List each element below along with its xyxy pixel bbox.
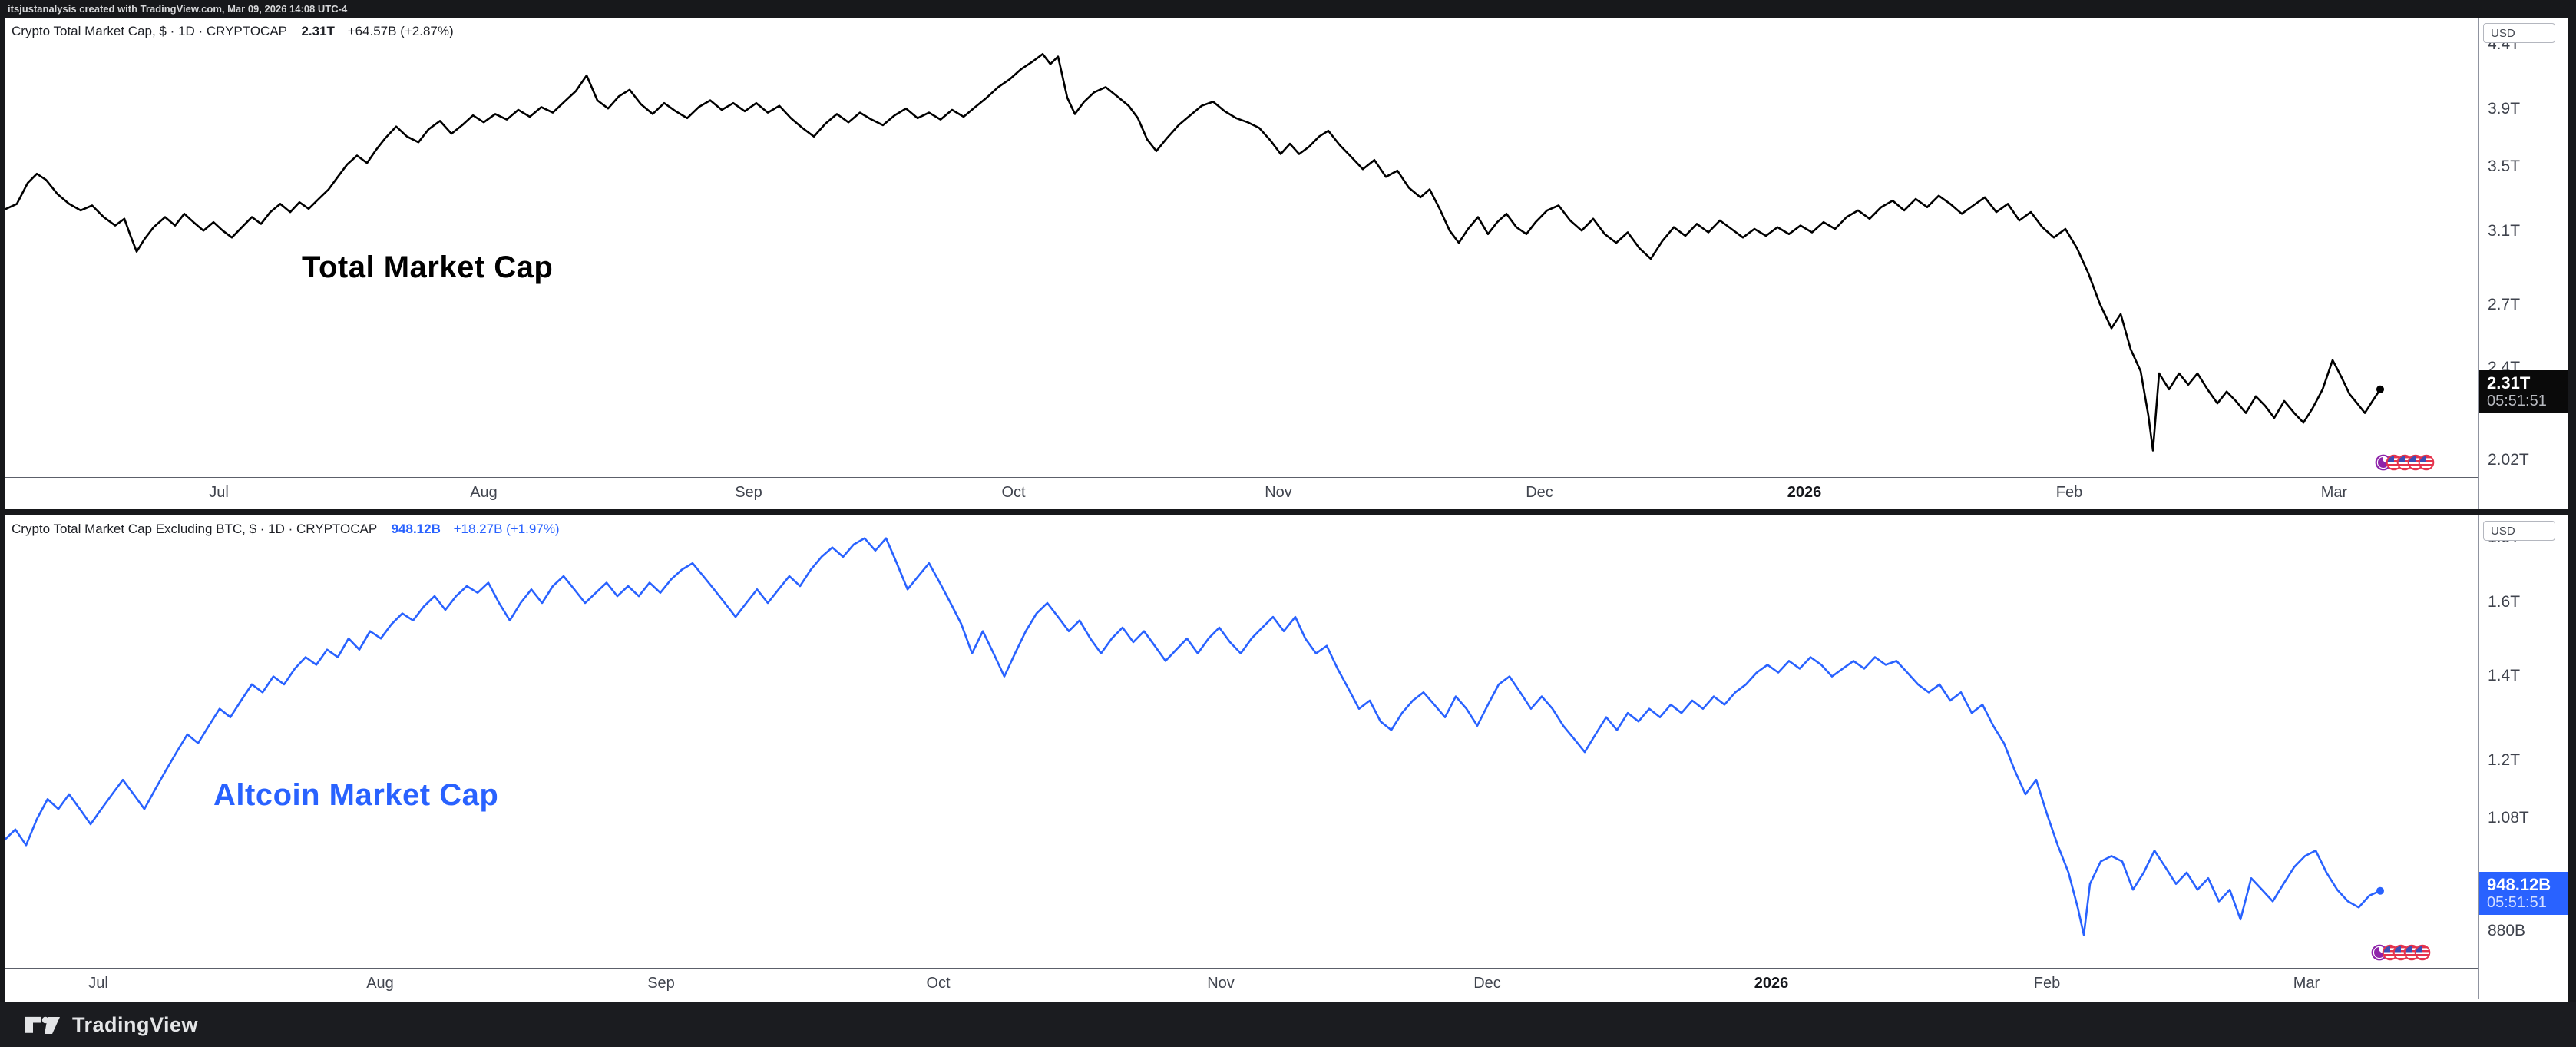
time-axis-altcoin[interactable]: Jul Aug Sep Oct Nov Dec 2026 Feb Mar (0, 968, 2568, 1000)
price-chart-panel-total[interactable] (0, 18, 2478, 477)
total-market-cap-watermark: Total Market Cap (302, 250, 554, 284)
holiday-flag-stack (2375, 454, 2435, 471)
price-tick-label: 3.5T (2488, 157, 2521, 176)
legend-value: 948.12B (391, 522, 441, 536)
footer-bar: TradingView (0, 1002, 2576, 1047)
scale-separator-line (2478, 18, 2479, 999)
panel-divider[interactable] (0, 509, 2576, 515)
price-tick-label: 2.02T (2488, 451, 2529, 469)
time-tick-label: 2026 (1754, 975, 1789, 992)
time-tick-label: Nov (1207, 975, 1235, 992)
last-price-dot (2376, 385, 2384, 393)
time-tick-label: Dec (1526, 484, 1553, 501)
time-axis-total[interactable]: Jul Aug Sep Oct Nov Dec 2026 Feb Mar (0, 477, 2568, 509)
price-line (5, 52, 2382, 452)
right-border (2568, 18, 2576, 1002)
time-tick-label: Feb (2055, 484, 2083, 501)
legend-value: 2.31T (301, 24, 335, 38)
time-tick-label: Jul (88, 975, 108, 992)
price-tick-label: 3.9T (2488, 100, 2521, 118)
legend-altcoin-market-cap[interactable]: Crypto Total Market Cap Excluding BTC, $… (12, 522, 560, 537)
attribution-text: itsjustanalysis created with TradingView… (8, 3, 348, 15)
line-chart-svg (3, 537, 2384, 936)
unit-label-usd: USD (2483, 521, 2555, 541)
last-price-dot (2376, 886, 2384, 895)
price-line (3, 537, 2382, 936)
price-tick-label: 1.2T (2488, 750, 2521, 769)
legend-change: +18.27B (+1.97%) (453, 522, 560, 536)
price-tick-label: 1.08T (2488, 809, 2529, 827)
time-tick-label: Nov (1265, 484, 1292, 501)
tradingview-logo-icon[interactable] (25, 1015, 61, 1035)
legend-title[interactable]: Crypto Total Market Cap Excluding BTC, $… (12, 522, 377, 536)
badge-value: 2.31T (2487, 373, 2531, 393)
time-tick-label: Mar (2293, 975, 2320, 992)
price-tick-label: 880B (2488, 922, 2526, 939)
time-tick-label: Oct (926, 975, 951, 992)
left-border (0, 18, 5, 1002)
time-tick-label: Feb (2033, 975, 2061, 992)
price-tick-label: 1.6T (2488, 593, 2521, 611)
altcoin-market-cap-watermark: Altcoin Market Cap (213, 778, 499, 812)
price-tick-label: 2.7T (2488, 296, 2521, 314)
badge-countdown: 05:51:51 (2487, 392, 2547, 409)
last-price-badge-altcoin: 948.12B 05:51:51 (2479, 871, 2568, 915)
holiday-flag-stack (2371, 944, 2431, 961)
last-price-badge-total: 2.31T 05:51:51 (2479, 369, 2568, 413)
price-chart-panel-altcoin[interactable] (0, 515, 2478, 968)
time-tick-label: Aug (470, 484, 498, 501)
tradingview-brand-text[interactable]: TradingView (72, 1012, 199, 1036)
time-tick-label: Sep (647, 975, 675, 992)
badge-value: 948.12B (2487, 874, 2551, 894)
attribution-bar: itsjustanalysis created with TradingView… (0, 0, 2576, 18)
time-tick-label: Mar (2320, 484, 2348, 501)
time-tick-label: Aug (366, 975, 394, 992)
time-tick-label: Oct (1001, 484, 1026, 501)
line-chart-svg (5, 52, 2384, 452)
unit-label-usd: USD (2483, 23, 2555, 43)
market-holiday-flags[interactable] (2375, 453, 2438, 472)
time-tick-label: Jul (209, 484, 229, 501)
legend-change: +64.57B (+2.87%) (347, 24, 454, 38)
time-tick-label: Dec (1473, 975, 1501, 992)
market-holiday-flags[interactable] (2371, 943, 2434, 962)
price-tick-label: 1.4T (2488, 666, 2521, 684)
price-scale[interactable]: 4.4T3.9T3.5T3.1T2.7T2.4T2.02T1.8T1.6T1.4… (2479, 18, 2568, 999)
time-tick-label: Sep (735, 484, 762, 501)
time-tick-label: 2026 (1787, 484, 1822, 501)
price-tick-label: 3.1T (2488, 222, 2521, 240)
badge-countdown: 05:51:51 (2487, 893, 2547, 911)
legend-total-market-cap[interactable]: Crypto Total Market Cap, $ · 1D · CRYPTO… (12, 24, 454, 39)
legend-title[interactable]: Crypto Total Market Cap, $ · 1D · CRYPTO… (12, 24, 287, 38)
